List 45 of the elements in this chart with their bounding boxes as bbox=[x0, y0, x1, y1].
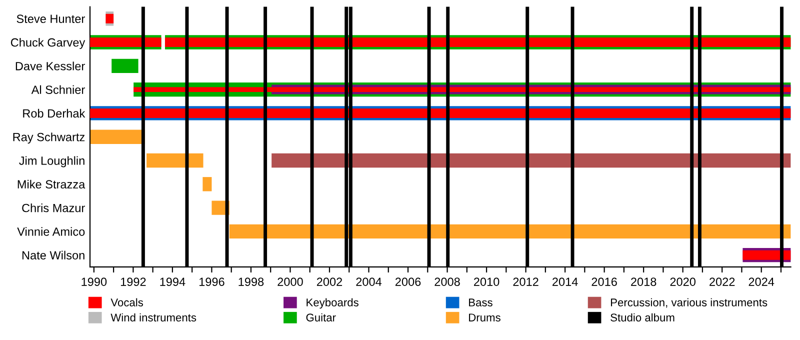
legend-label: Wind instruments bbox=[110, 313, 196, 322]
x-tick-label: 2006 bbox=[395, 278, 421, 286]
x-tick-label: 2016 bbox=[592, 278, 617, 286]
y-tick-label: Chris Mazur bbox=[22, 204, 85, 212]
x-tick-label: 2024 bbox=[748, 278, 774, 286]
x-tick-label: 2014 bbox=[552, 278, 578, 286]
y-tick-label: Ray Schwartz bbox=[13, 132, 85, 144]
legend-label: Keyboards bbox=[306, 298, 358, 309]
x-tick-label: 1996 bbox=[199, 278, 224, 286]
y-tick-label: Dave Kessler bbox=[16, 62, 85, 70]
y-tick-label: Vinnie Amico bbox=[17, 227, 85, 236]
x-tick-label: 1990 bbox=[82, 278, 107, 286]
y-tick-label: Mike Strazza bbox=[18, 180, 86, 189]
bar bbox=[202, 177, 212, 192]
legend-label: Percussion, various instruments bbox=[611, 298, 768, 308]
legend-label: Drums bbox=[469, 314, 500, 322]
x-tick-label: 2008 bbox=[434, 278, 460, 286]
y-tick-label: Rob Derhak bbox=[23, 108, 86, 118]
y-tick-label: Steve Hunter bbox=[16, 14, 85, 24]
bar bbox=[146, 153, 204, 168]
x-tick-label: 2018 bbox=[631, 278, 656, 286]
x-tick-label: 2022 bbox=[710, 278, 735, 286]
x-tick-label: 1998 bbox=[238, 278, 264, 286]
legend-label: Guitar bbox=[306, 313, 336, 322]
x-tick-label: 2012 bbox=[513, 278, 538, 286]
bar bbox=[112, 58, 138, 74]
x-tick-label: 2000 bbox=[278, 278, 303, 286]
x-tick-label: 2004 bbox=[356, 278, 382, 286]
y-tick-label: Jim Loughlin bbox=[19, 156, 84, 168]
legend-label: Studio album bbox=[610, 313, 674, 322]
bar bbox=[106, 14, 114, 24]
bar bbox=[90, 108, 791, 118]
legend-label: Bass bbox=[469, 298, 492, 306]
y-tick-label: Chuck Garvey bbox=[10, 38, 86, 49]
x-tick-label: 1992 bbox=[120, 278, 146, 286]
bar bbox=[229, 224, 791, 239]
legend-label: Vocals bbox=[110, 298, 144, 306]
y-tick-label: Al Schnier bbox=[31, 85, 85, 94]
bar bbox=[90, 38, 162, 48]
bar bbox=[272, 153, 791, 168]
x-tick-label: 2020 bbox=[670, 278, 696, 286]
x-tick-label: 2010 bbox=[474, 278, 500, 286]
x-tick-label: 2002 bbox=[316, 278, 342, 286]
y-tick-label: Nate Wilson bbox=[22, 250, 84, 260]
x-tick-label: 1994 bbox=[160, 278, 186, 286]
